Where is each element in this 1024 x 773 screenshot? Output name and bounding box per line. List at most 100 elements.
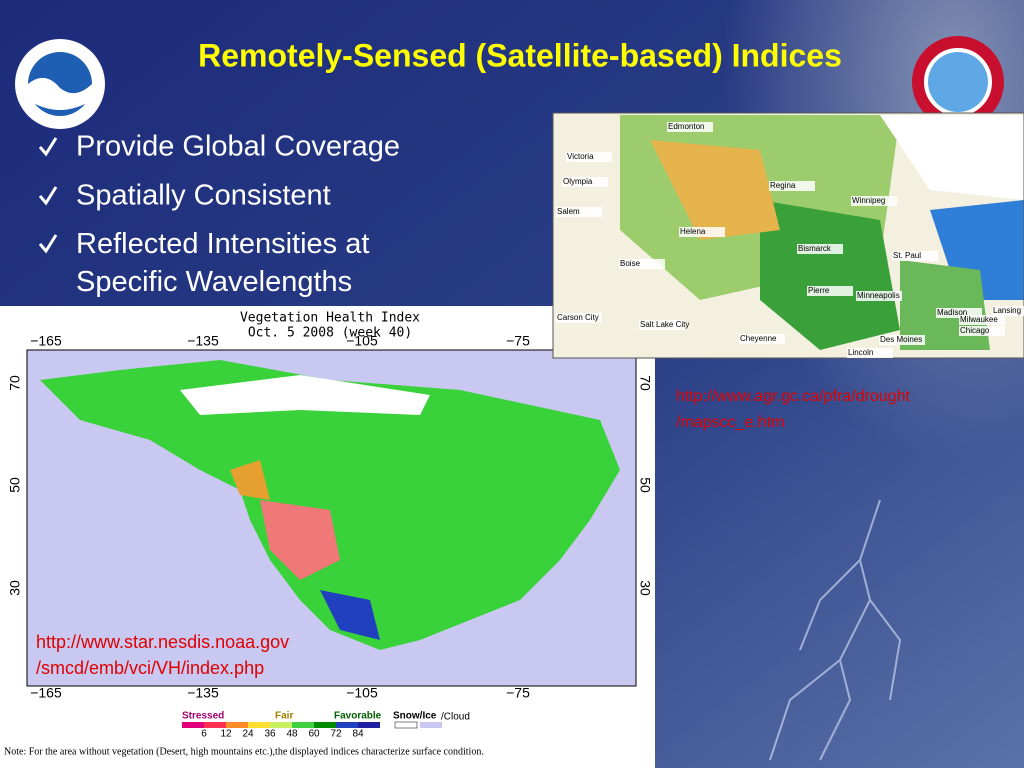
legend-value: 60 (308, 729, 320, 740)
legend-value: 72 (330, 729, 342, 740)
city-label-bg (879, 335, 925, 345)
check (38, 234, 58, 254)
source-url: http://www.agr.gc.ca/pfra/drought (676, 388, 910, 405)
city-label-bg (679, 227, 725, 237)
legend-swatch (420, 722, 442, 728)
legend-class: Fair (275, 711, 293, 722)
city-label-bg (562, 177, 608, 187)
lon-label: −105 (346, 685, 378, 701)
city-label: Salt Lake City (640, 320, 689, 329)
lat-label: 50 (637, 477, 653, 493)
legend-value: 48 (286, 729, 298, 740)
lon-label: −165 (30, 685, 62, 701)
lightning (769, 499, 902, 761)
city-label-bg (856, 291, 902, 301)
legend: Stressed Fair Favorable Snow/Ice /Cloud … (182, 711, 470, 740)
map-title: Vegetation Health Index (240, 311, 420, 326)
city-label: Helena (680, 227, 706, 236)
lat-label: 50 (7, 477, 23, 493)
legend-swatch (182, 722, 204, 728)
city-label: Minneapolis (857, 291, 900, 300)
legend-swatch (248, 722, 270, 728)
check (38, 186, 58, 206)
bullet: Spatially Consistent (76, 180, 331, 212)
lat-label: 70 (7, 375, 23, 391)
city-label-bg (807, 286, 853, 296)
lon-labels: −165 −135 −105 −75 −165 −135 −105 −75 (30, 333, 530, 701)
legend-value: 12 (220, 729, 232, 740)
city-label-bg (936, 308, 982, 318)
city-label-bg (639, 320, 685, 330)
legend-swatch (336, 722, 358, 728)
city-label-bg (556, 313, 602, 323)
city-label: St. Paul (893, 251, 921, 260)
lat-labels: 70 50 30 70 50 30 (7, 375, 654, 596)
city-label-bg (851, 196, 897, 206)
legend-swatch (226, 722, 248, 728)
city-label: Lansing (993, 306, 1021, 315)
city-label: Victoria (567, 152, 594, 161)
source-url: /smcd/emb/vci/VH/index.php (36, 658, 264, 678)
lon-label: −75 (506, 333, 530, 349)
source-url: http://www.star.nesdis.noaa.gov (36, 632, 289, 652)
city-label-bg (566, 152, 612, 162)
city-label-bg (959, 315, 1005, 325)
city-label: Madison (937, 308, 967, 317)
legend-swatch (270, 722, 292, 728)
city-label-bg (667, 122, 713, 132)
legend-swatch (292, 722, 314, 728)
legend-value: 6 (201, 729, 207, 740)
lon-label: −135 (187, 333, 219, 349)
legend-swatch (204, 722, 226, 728)
legend-value: 24 (242, 729, 254, 740)
nws-logo (912, 36, 1004, 128)
city-label-bg (959, 326, 1005, 336)
city-label-bg (769, 181, 815, 191)
city-label-bg (892, 251, 938, 261)
city-label: Salem (557, 207, 580, 216)
city-labels: Edmonton Victoria Olympia Regina Winnipeg Sal… (556, 122, 1024, 358)
legend-class: Stressed (182, 711, 224, 722)
noaa-logo (15, 39, 105, 129)
city-label: Chicago (960, 326, 990, 335)
legend-swatch (358, 722, 380, 728)
bullet: Reflected Intensities at Specific Wavelen… (76, 228, 369, 298)
city-label-bg (797, 244, 843, 254)
lat-label: 70 (637, 375, 653, 391)
city-label: Milwaukee (960, 315, 998, 324)
bullet: Provide Global Coverage (76, 131, 400, 163)
city-label-bg (992, 306, 1024, 316)
source-url: /mapscc_e.htm (676, 414, 784, 431)
lat-label: 30 (7, 580, 23, 596)
lon-label: −105 (346, 333, 378, 349)
city-label-bg (556, 207, 602, 217)
city-label: Olympia (563, 177, 593, 186)
city-label: Carson City (557, 313, 599, 322)
legend-value: 36 (264, 729, 276, 740)
city-label: Des Moines (880, 335, 922, 344)
city-label-bg (847, 348, 893, 358)
city-label: Boise (620, 259, 641, 268)
bullets: Provide Global Coverage Spatially Consis… (38, 131, 400, 298)
legend-swatch (394, 721, 418, 729)
legend-swatch (314, 722, 336, 728)
city-label-bg (619, 259, 665, 269)
city-label: Edmonton (668, 122, 704, 131)
city-label: Cheyenne (740, 334, 777, 343)
note: Note: For the area without vegetation (D… (4, 746, 484, 757)
lon-label: −135 (187, 685, 219, 701)
check (38, 137, 58, 157)
legend-class: Favorable (334, 711, 382, 722)
city-label: Bismarck (798, 244, 832, 253)
legend-value: 84 (352, 729, 364, 740)
lat-label: 30 (637, 580, 653, 596)
lon-label: −165 (30, 333, 62, 349)
vhi-map-panel: Vegetation Health Index Oct. 5 2008 (wee… (0, 306, 655, 768)
city-label: Pierre (808, 286, 830, 295)
city-label: Regina (770, 181, 796, 190)
lon-label: −75 (506, 685, 530, 701)
city-label: Winnipeg (852, 196, 885, 205)
drought-map-panel: Edmonton Victoria Olympia Regina Winnipeg Sal… (552, 112, 1024, 431)
